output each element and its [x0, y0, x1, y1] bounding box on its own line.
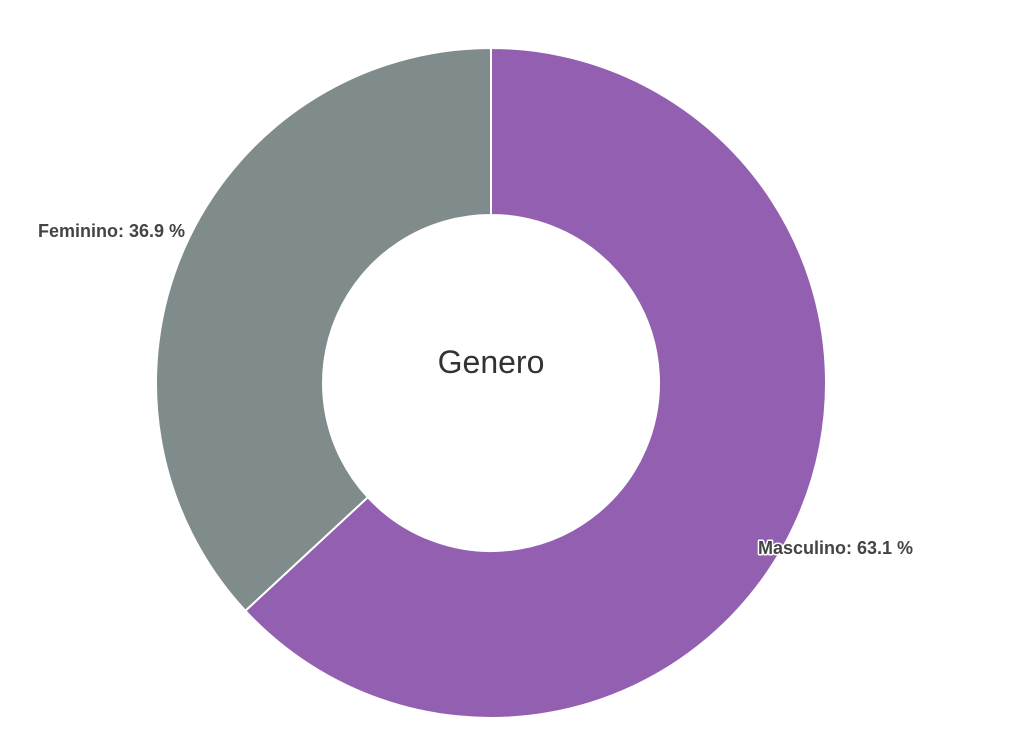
chart-title: Genero	[438, 344, 545, 380]
slice-masculino[interactable]	[243, 46, 827, 719]
labels-layer: Masculino: 63.1 % Feminino: 36.9 %	[37, 220, 915, 560]
data-label-masculino: Masculino: 63.1 %	[758, 538, 913, 558]
data-label-feminino: Feminino: 36.9 %	[38, 221, 185, 241]
slices-layer	[155, 46, 827, 719]
slice-feminino[interactable]	[155, 46, 492, 613]
